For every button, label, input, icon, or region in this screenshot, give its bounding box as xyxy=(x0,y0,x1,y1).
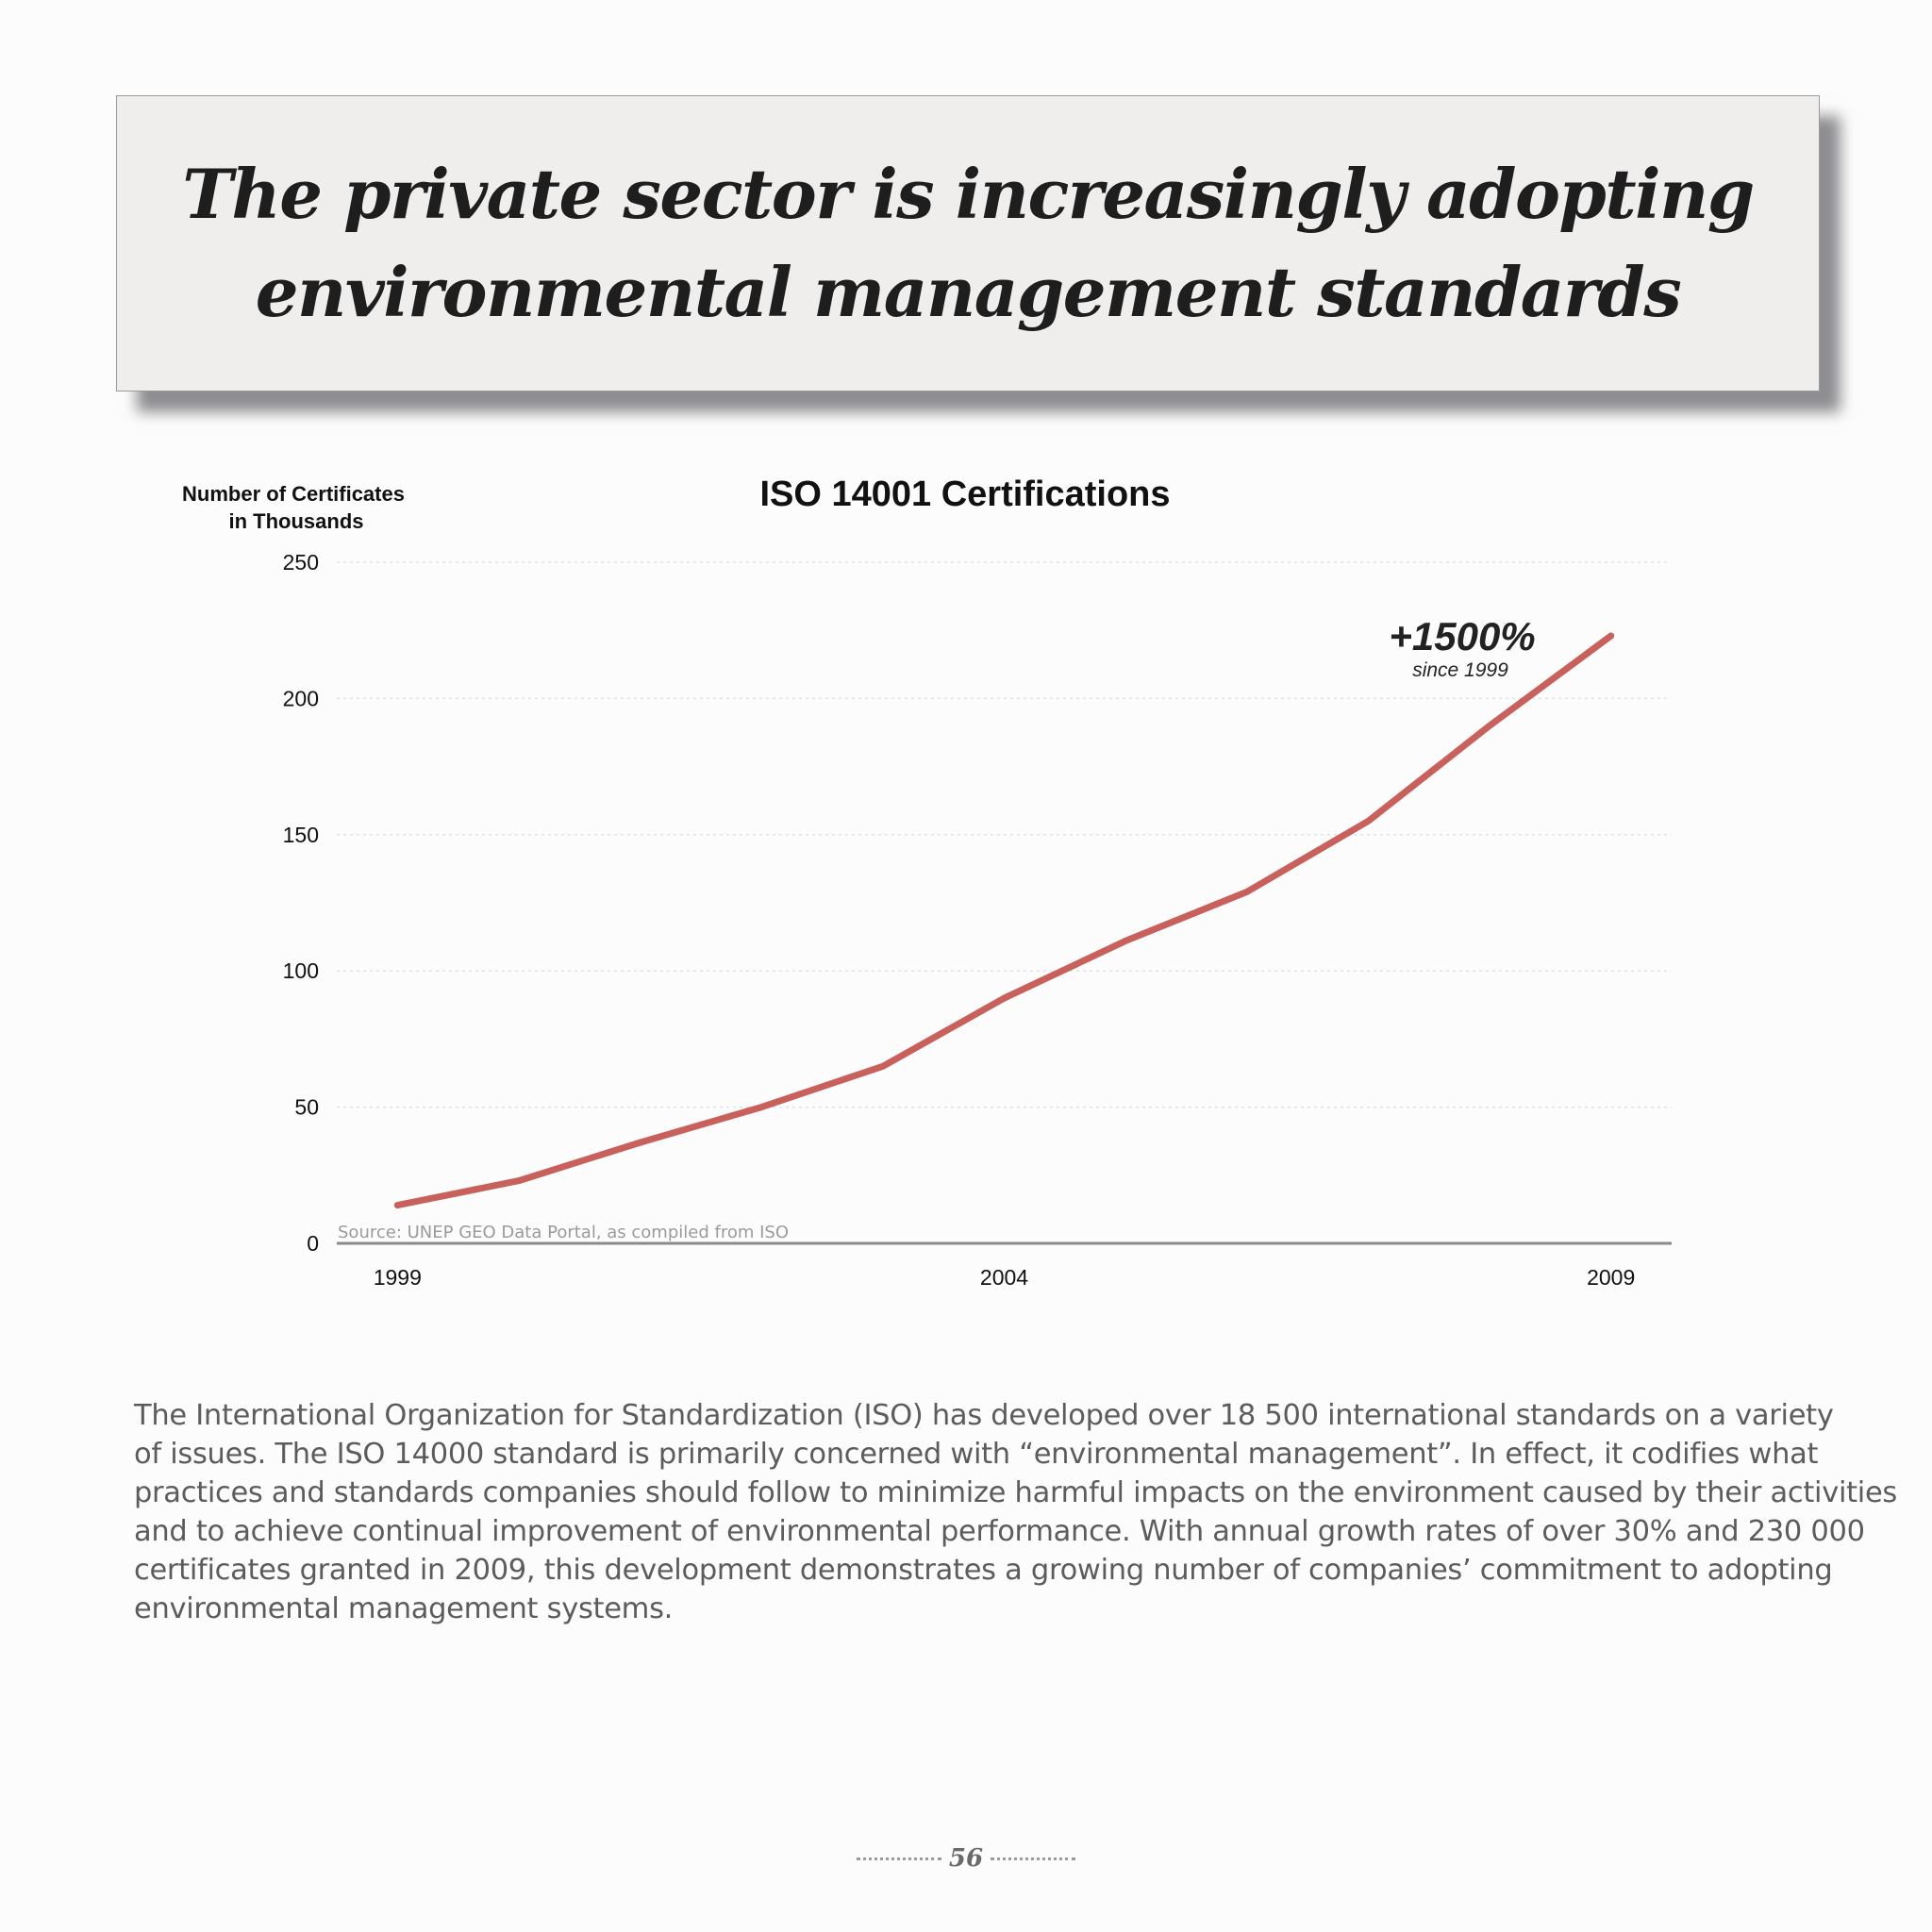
footer-dots-left xyxy=(856,1857,941,1860)
footer-dots-right xyxy=(991,1857,1076,1860)
x-tick-label: 2009 xyxy=(1587,1265,1635,1290)
y-tick-label: 50 xyxy=(294,1095,319,1120)
source-note: Source: UNEP GEO Data Portal, as compile… xyxy=(338,1223,789,1242)
y-tick-label: 0 xyxy=(307,1231,319,1256)
grid-lines xyxy=(337,561,1672,1108)
y-tick-label: 250 xyxy=(283,550,319,575)
y-tick-label: 200 xyxy=(283,686,319,710)
body-line: practices and standards companies should… xyxy=(134,1476,1898,1509)
chart-title: ISO 14001 Certifications xyxy=(759,475,1170,514)
page-footer: 56 xyxy=(0,1844,1932,1873)
iso-certifications-chart: ISO 14001 Certifications Number of Certi… xyxy=(182,475,1672,1290)
x-tick-label: 1999 xyxy=(374,1265,422,1290)
page-number: 56 xyxy=(948,1844,984,1873)
growth-annotation-subtitle: since 1999 xyxy=(1412,659,1508,681)
y-tick-label: 150 xyxy=(283,823,319,847)
x-tick-labels: 1999 2004 2009 xyxy=(374,1265,1636,1290)
body-line: of issues. The ISO 14000 standard is pri… xyxy=(134,1438,1819,1471)
title-banner: The private sector is increasingly adopt… xyxy=(116,95,1820,391)
y-axis-label-line-2: in Thousands xyxy=(229,509,364,533)
y-tick-labels: 0 50 100 150 200 250 xyxy=(283,550,319,1256)
body-text: The International Organization for Stand… xyxy=(134,1396,1898,1628)
body-line: environmental management systems. xyxy=(134,1592,674,1625)
growth-annotation: +1500% xyxy=(1389,614,1535,658)
body-line: and to achieve continual improvement of … xyxy=(134,1515,1865,1548)
y-axis-label-line-1: Number of Certificates xyxy=(182,482,405,506)
page-title-line-2: environmental management standards xyxy=(255,252,1682,332)
x-tick-label: 2004 xyxy=(980,1265,1028,1290)
series-line xyxy=(393,632,1615,1209)
body-line: certificates granted in 2009, this devel… xyxy=(134,1554,1833,1587)
data-series xyxy=(393,632,1615,1209)
body-line: The International Organization for Stand… xyxy=(134,1399,1834,1432)
y-tick-label: 100 xyxy=(283,958,319,983)
page-title-line-1: The private sector is increasingly adopt… xyxy=(182,154,1755,234)
